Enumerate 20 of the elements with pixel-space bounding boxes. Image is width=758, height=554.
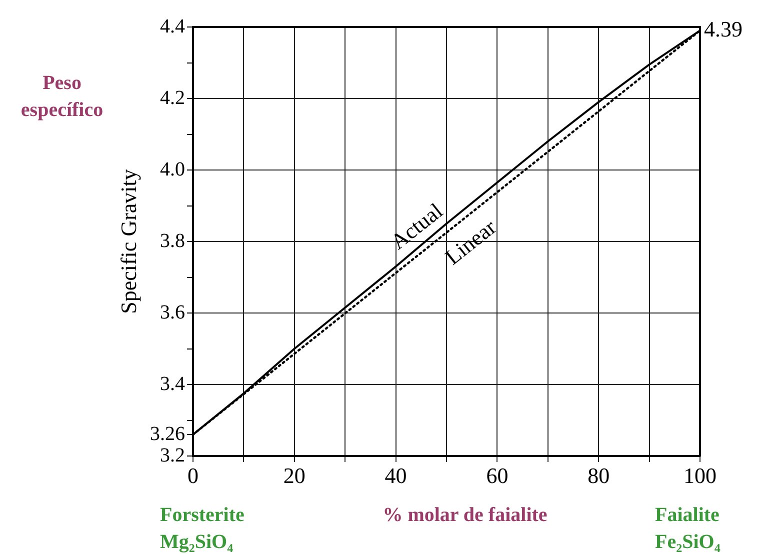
text: Forsterite Mg₂SiO₄: [160, 504, 245, 554]
x-tick-label: 60: [486, 462, 508, 488]
y-axis-title: Specific Gravity: [116, 169, 141, 314]
x-tick-label: 20: [283, 462, 306, 488]
y-tick-label: 4.4: [160, 15, 185, 38]
x-tick-label: 80: [588, 462, 610, 488]
x-tick-label: 100: [684, 462, 716, 488]
y-tick-label: 3.2: [160, 444, 185, 466]
annotation: 4.39: [704, 16, 742, 42]
x-tick-label: 0: [188, 462, 198, 488]
text: Faialite Fe₂SiO₄: [655, 504, 720, 554]
y-tick-label: 3.26: [150, 422, 185, 445]
y-tick-label: 3.6: [160, 301, 185, 324]
text: Peso específico: [20, 72, 104, 122]
y-tick-label: 4.0: [160, 158, 185, 180]
y-tick-label: 4.2: [160, 86, 185, 109]
x-axis-title: % molar de faialite: [382, 504, 548, 526]
y-tick-label: 3.4: [160, 372, 185, 395]
x-tick-label: 40: [384, 462, 407, 488]
y-tick-label: 3.8: [160, 230, 185, 252]
